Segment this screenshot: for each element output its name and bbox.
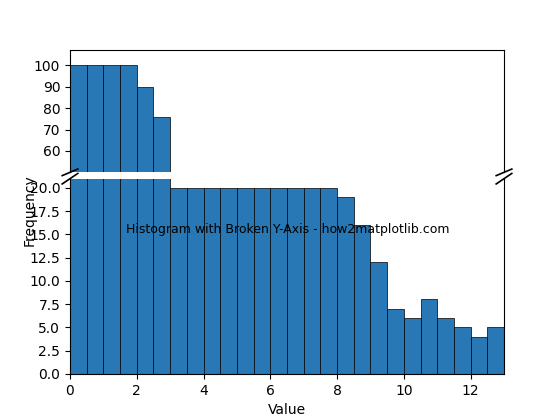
Text: Histogram with Broken Y-Axis - how2matplotlib.com: Histogram with Broken Y-Axis - how2matpl… bbox=[127, 223, 450, 236]
Bar bbox=[404, 266, 421, 279]
Bar bbox=[454, 327, 470, 374]
X-axis label: Value: Value bbox=[268, 403, 306, 417]
Text: Frequency: Frequency bbox=[22, 174, 36, 246]
Bar bbox=[87, 66, 104, 279]
Bar bbox=[470, 337, 487, 374]
Bar bbox=[203, 236, 220, 279]
Bar bbox=[371, 254, 387, 279]
Bar bbox=[137, 0, 153, 374]
Bar bbox=[153, 0, 170, 374]
Bar bbox=[137, 87, 153, 279]
Bar bbox=[170, 188, 187, 374]
Bar bbox=[387, 309, 404, 374]
Bar bbox=[254, 236, 270, 279]
Bar bbox=[437, 266, 454, 279]
Bar bbox=[487, 269, 504, 279]
Bar bbox=[153, 117, 170, 279]
Bar bbox=[187, 188, 203, 374]
Bar bbox=[320, 236, 337, 279]
Bar bbox=[120, 0, 137, 374]
Bar bbox=[470, 271, 487, 279]
Bar bbox=[104, 0, 120, 374]
Bar bbox=[404, 318, 421, 374]
Bar bbox=[87, 0, 104, 374]
Bar bbox=[487, 327, 504, 374]
Bar bbox=[287, 236, 304, 279]
Bar bbox=[387, 264, 404, 279]
Bar bbox=[354, 245, 371, 279]
Bar bbox=[237, 236, 254, 279]
Bar bbox=[254, 188, 270, 374]
Bar bbox=[287, 188, 304, 374]
Bar bbox=[337, 197, 354, 374]
Bar bbox=[237, 188, 254, 374]
Bar bbox=[104, 66, 120, 279]
Bar bbox=[454, 269, 470, 279]
Bar bbox=[337, 239, 354, 279]
Bar bbox=[70, 66, 87, 279]
Bar bbox=[304, 236, 320, 279]
Bar bbox=[203, 188, 220, 374]
Bar bbox=[120, 66, 137, 279]
Bar bbox=[320, 188, 337, 374]
Bar bbox=[220, 236, 237, 279]
Bar bbox=[371, 262, 387, 374]
Bar bbox=[220, 188, 237, 374]
Bar bbox=[437, 318, 454, 374]
Bar bbox=[187, 236, 203, 279]
Bar bbox=[421, 262, 437, 279]
Bar bbox=[421, 299, 437, 374]
Bar bbox=[270, 236, 287, 279]
Bar bbox=[304, 188, 320, 374]
Bar bbox=[70, 0, 87, 374]
Bar bbox=[170, 236, 187, 279]
Bar bbox=[354, 225, 371, 374]
Bar bbox=[270, 188, 287, 374]
